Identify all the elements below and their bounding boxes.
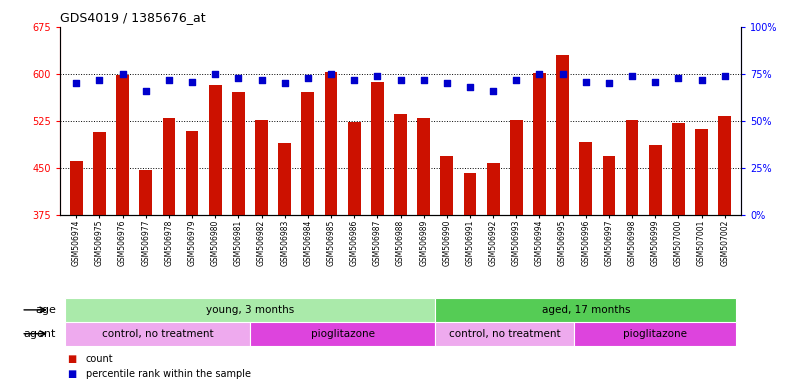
Bar [139,170,152,215]
Point [649,78,662,84]
Text: count: count [86,354,113,364]
Point [394,76,407,83]
Text: ■: ■ [68,354,80,364]
Point [371,73,384,79]
Bar [256,120,268,215]
Bar [348,122,360,215]
Bar [649,145,662,215]
Bar [672,123,685,215]
Point [93,76,106,83]
Text: pioglitazone: pioglitazone [623,329,687,339]
Point [672,75,685,81]
Text: control, no treatment: control, no treatment [449,329,561,339]
Point [579,78,592,84]
Bar [579,142,592,215]
Text: control, no treatment: control, no treatment [102,329,213,339]
Point [441,80,453,86]
Text: GDS4019 / 1385676_at: GDS4019 / 1385676_at [60,11,206,24]
Point [186,78,199,84]
Text: aged, 17 months: aged, 17 months [541,305,630,315]
Point [718,73,731,79]
Text: age: age [35,305,56,315]
Text: pioglitazone: pioglitazone [311,329,375,339]
Point [116,71,129,77]
Point [301,75,314,81]
Bar [435,322,574,346]
Bar [163,118,175,215]
Text: agent: agent [24,329,56,339]
Point [487,88,500,94]
Point [348,76,360,83]
Bar [602,156,615,215]
Point [510,76,523,83]
Point [602,80,615,86]
Point [626,73,638,79]
Bar [93,132,106,215]
Bar [65,322,250,346]
Bar [435,298,736,322]
Bar [70,161,83,215]
Text: ■: ■ [68,369,80,379]
Bar [65,298,435,322]
Bar [371,82,384,215]
Point [324,71,337,77]
Point [278,80,291,86]
Point [232,75,245,81]
Bar [209,85,222,215]
Bar [510,120,523,215]
Point [70,80,83,86]
Point [139,88,152,94]
Bar [718,116,731,215]
Bar [324,71,337,215]
Bar [464,173,477,215]
Bar [301,92,314,215]
Point [695,76,708,83]
Text: percentile rank within the sample: percentile rank within the sample [86,369,251,379]
Point [556,71,569,77]
Bar [186,131,199,215]
Bar [441,156,453,215]
Point [417,76,430,83]
Point [209,71,222,77]
Bar [695,129,708,215]
Bar [417,118,430,215]
Point [464,84,477,90]
Text: young, 3 months: young, 3 months [206,305,294,315]
Bar [116,75,129,215]
Bar [556,55,569,215]
Point [256,76,268,83]
Bar [278,143,291,215]
Bar [394,114,407,215]
Bar [626,120,638,215]
Bar [487,163,500,215]
Bar [574,322,736,346]
Bar [232,92,245,215]
Bar [250,322,435,346]
Bar [533,73,545,215]
Point [163,76,175,83]
Point [533,71,545,77]
